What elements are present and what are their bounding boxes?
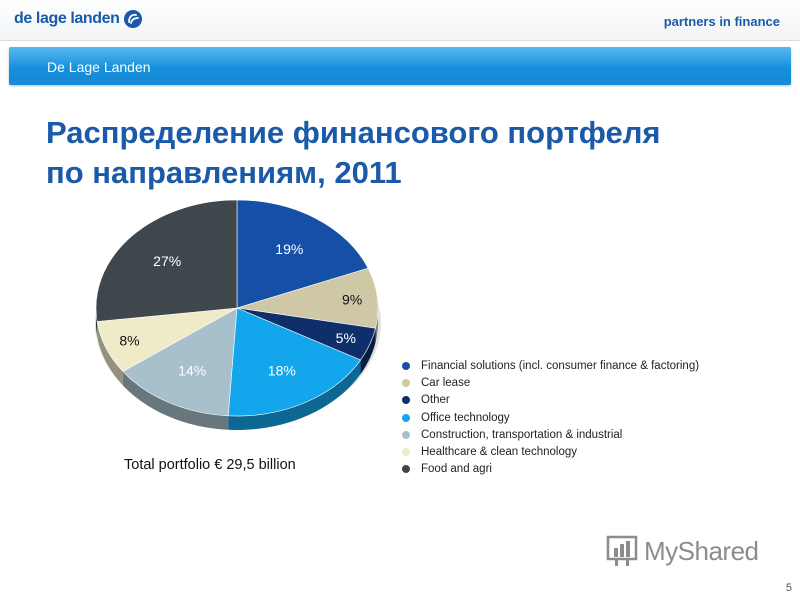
total-portfolio-label: Total portfolio € 29,5 billion bbox=[124, 457, 296, 473]
logo-text: de lage landen bbox=[14, 10, 120, 27]
legend-label: Construction, transportation & industria… bbox=[421, 428, 623, 441]
pie-side-office-technology bbox=[228, 360, 361, 430]
slide-title-line-2: по направлениям, 2011 bbox=[46, 155, 402, 190]
pie-side-healthcare-clean-technology bbox=[97, 321, 123, 386]
watermark-text: MyShared bbox=[644, 535, 759, 566]
legend-swatch bbox=[402, 413, 410, 422]
logo-emblem-icon bbox=[123, 10, 142, 28]
legend-item: Construction, transportation & industria… bbox=[402, 426, 699, 443]
legend-label: Food and agri bbox=[421, 463, 492, 476]
pie-data-label-food-and-agri: 27% bbox=[153, 253, 181, 269]
legend-label: Healthcare & clean technology bbox=[421, 446, 577, 459]
pie-data-label-construction-transportation-industrial: 14% bbox=[178, 363, 206, 379]
pie-labels: 19% 9% 5% 18% 14% 8% 27% bbox=[119, 241, 362, 379]
watermark: MyShared bbox=[606, 534, 759, 568]
pie-slice-office-technology bbox=[227, 307, 362, 417]
pie-side-construction-transportation-industrial bbox=[122, 371, 229, 430]
pie-side-car-lease bbox=[375, 308, 378, 343]
pie-data-label-healthcare-clean-technology: 8% bbox=[119, 333, 139, 349]
top-header: de lage landen partners in finance bbox=[0, 0, 800, 41]
pie-sides bbox=[96, 308, 378, 430]
pie-slice-car-lease bbox=[236, 267, 379, 329]
pie-data-label-other: 5% bbox=[336, 330, 356, 346]
legend-item: Other bbox=[402, 392, 699, 409]
pie-slice-food-and-agri bbox=[95, 199, 238, 322]
slide-title-line-1: Распределение финансового портфеля bbox=[46, 115, 661, 150]
legend-item: Car lease bbox=[402, 374, 699, 391]
pie-data-label-car-lease: 9% bbox=[342, 292, 362, 308]
section-bar: De Lage Landen bbox=[9, 47, 791, 85]
slide-title: Распределение финансового портфеля по на… bbox=[46, 113, 766, 193]
section-label: De Lage Landen bbox=[47, 59, 151, 75]
legend-swatch bbox=[402, 465, 410, 474]
legend-swatch bbox=[402, 448, 410, 457]
pie-data-label-financial-solutions-incl-consumer-finance-factoring: 19% bbox=[275, 241, 303, 257]
legend-label: Financial solutions (incl. consumer fina… bbox=[421, 359, 700, 372]
legend-swatch bbox=[402, 396, 410, 405]
pie-top bbox=[95, 199, 379, 417]
tagline: partners in finance bbox=[663, 14, 780, 29]
page-number: 5 bbox=[785, 582, 792, 594]
legend-swatch bbox=[402, 430, 410, 439]
legend-label: Car lease bbox=[421, 376, 471, 389]
pie-data-label-office-technology: 18% bbox=[268, 363, 296, 379]
legend-swatch bbox=[402, 378, 410, 387]
chart-legend: Financial solutions (incl. consumer fina… bbox=[402, 357, 699, 478]
legend-item: Financial solutions (incl. consumer fina… bbox=[402, 357, 699, 374]
legend-item: Office technology bbox=[402, 409, 699, 426]
company-logo: de lage landen bbox=[14, 9, 143, 29]
pie-slice-construction-transportation-industrial bbox=[122, 307, 238, 417]
legend-item: Healthcare & clean technology bbox=[402, 443, 699, 460]
bar-chart-icon bbox=[606, 535, 638, 566]
legend-item: Food and agri bbox=[402, 461, 699, 478]
legend-label: Office technology bbox=[421, 411, 510, 424]
legend-label: Other bbox=[421, 394, 450, 407]
pie-slice-financial-solutions-incl-consumer-finance-factoring bbox=[236, 199, 369, 309]
pie-side-other bbox=[360, 328, 376, 375]
legend-swatch bbox=[402, 361, 410, 370]
